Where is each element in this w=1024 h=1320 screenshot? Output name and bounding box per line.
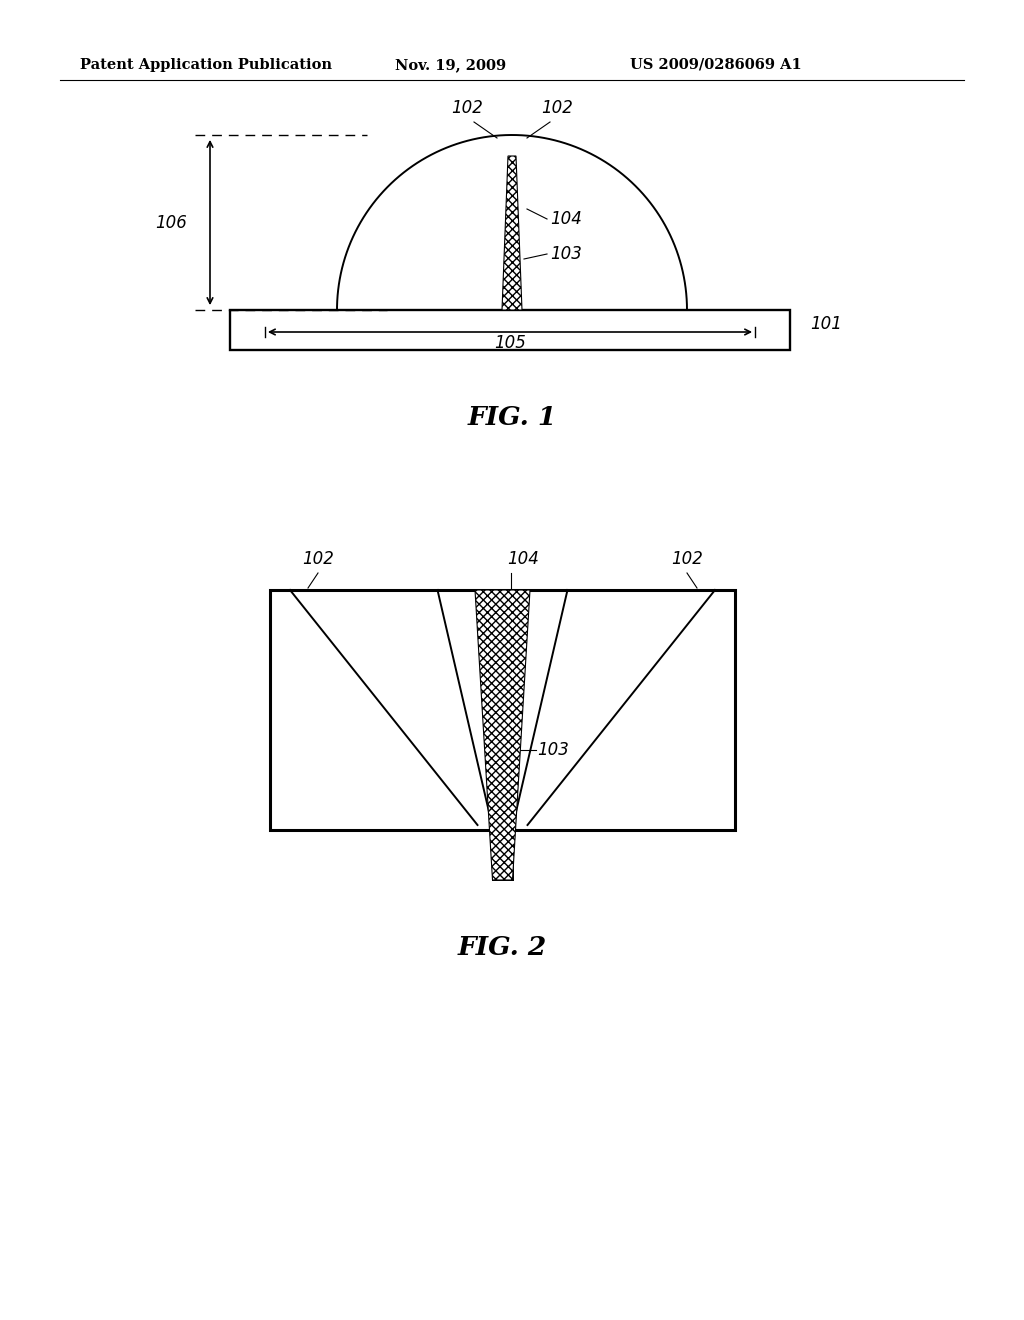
Text: 103: 103 [538, 741, 569, 759]
Text: FIG. 2: FIG. 2 [458, 935, 547, 960]
Text: 104: 104 [550, 210, 582, 228]
Text: 102: 102 [541, 99, 573, 117]
Text: 102: 102 [451, 99, 483, 117]
Text: 103: 103 [550, 246, 582, 263]
Text: 102: 102 [302, 550, 334, 568]
Text: 102: 102 [671, 550, 702, 568]
Text: 104: 104 [508, 550, 540, 568]
Polygon shape [475, 590, 530, 880]
Text: 105: 105 [494, 334, 526, 352]
Text: Patent Application Publication: Patent Application Publication [80, 58, 332, 73]
Text: 101: 101 [810, 315, 842, 333]
Text: 106: 106 [155, 214, 187, 231]
Polygon shape [502, 156, 522, 310]
Text: FIG. 1: FIG. 1 [467, 405, 557, 430]
Text: Nov. 19, 2009: Nov. 19, 2009 [395, 58, 506, 73]
Text: US 2009/0286069 A1: US 2009/0286069 A1 [630, 58, 802, 73]
